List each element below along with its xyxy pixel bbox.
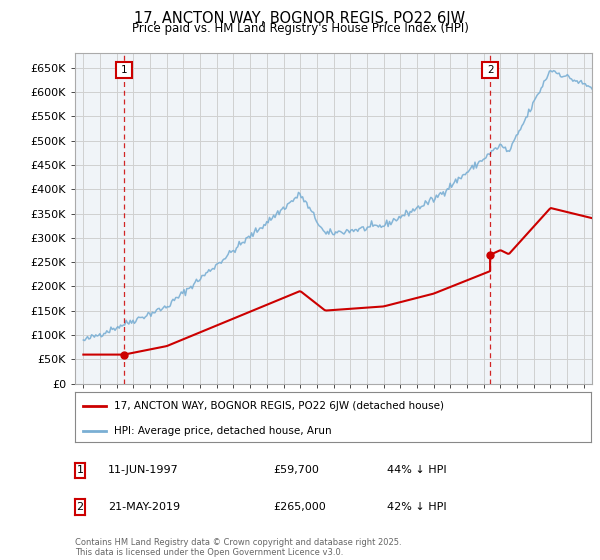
Text: Price paid vs. HM Land Registry's House Price Index (HPI): Price paid vs. HM Land Registry's House … (131, 22, 469, 35)
Text: 1: 1 (121, 65, 127, 74)
Text: 42% ↓ HPI: 42% ↓ HPI (387, 502, 446, 512)
Text: 11-JUN-1997: 11-JUN-1997 (108, 465, 179, 475)
Text: 17, ANCTON WAY, BOGNOR REGIS, PO22 6JW (detached house): 17, ANCTON WAY, BOGNOR REGIS, PO22 6JW (… (114, 401, 444, 411)
Text: £265,000: £265,000 (273, 502, 326, 512)
Text: 21-MAY-2019: 21-MAY-2019 (108, 502, 180, 512)
Text: 44% ↓ HPI: 44% ↓ HPI (387, 465, 446, 475)
Text: 2: 2 (76, 502, 83, 512)
Text: Contains HM Land Registry data © Crown copyright and database right 2025.
This d: Contains HM Land Registry data © Crown c… (75, 538, 401, 557)
Text: £59,700: £59,700 (273, 465, 319, 475)
Text: HPI: Average price, detached house, Arun: HPI: Average price, detached house, Arun (114, 426, 331, 436)
Text: 1: 1 (77, 465, 83, 475)
Text: 17, ANCTON WAY, BOGNOR REGIS, PO22 6JW: 17, ANCTON WAY, BOGNOR REGIS, PO22 6JW (134, 11, 466, 26)
Text: 2: 2 (487, 65, 493, 74)
